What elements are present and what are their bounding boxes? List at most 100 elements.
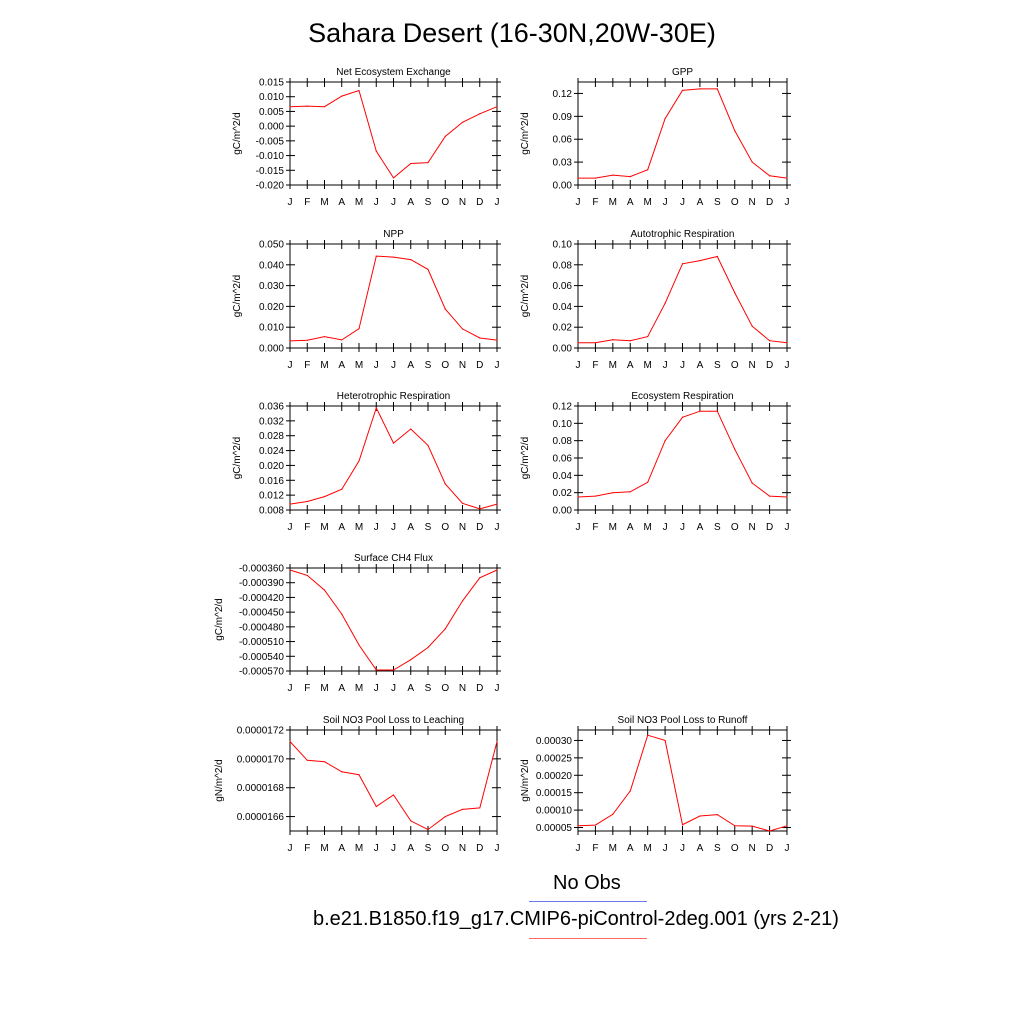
- y-tick-label: -0.000360: [239, 564, 284, 575]
- data-point: [427, 646, 429, 649]
- data-point: [734, 825, 736, 827]
- x-tick-label: M: [320, 197, 328, 208]
- data-point: [341, 95, 343, 97]
- data-point: [751, 825, 753, 827]
- x-tick-label: O: [441, 197, 449, 208]
- series-line: [289, 741, 498, 831]
- x-tick-label: A: [338, 360, 345, 371]
- x-tick-label: N: [459, 683, 466, 694]
- series-line: [289, 569, 498, 671]
- y-tick-label: -0.000420: [239, 593, 284, 604]
- y-tick-label: 0.02: [553, 323, 573, 334]
- data-point: [444, 815, 446, 818]
- data-point: [410, 162, 412, 165]
- y-tick-label: -0.000480: [239, 622, 284, 633]
- data-point: [392, 794, 395, 796]
- x-tick-label: A: [697, 360, 704, 371]
- x-tick-label: O: [731, 360, 739, 371]
- y-tick-label: 0.010: [259, 92, 284, 103]
- y-tick-label: 0.09: [553, 112, 573, 123]
- y-tick-label: -0.000540: [239, 652, 284, 663]
- x-tick-label: O: [731, 197, 739, 208]
- x-tick-label: J: [680, 360, 685, 371]
- x-tick-label: J: [391, 197, 396, 208]
- x-tick-label: A: [407, 683, 414, 694]
- y-tick-label: 0.040: [259, 260, 284, 271]
- data-point: [612, 492, 614, 494]
- x-tick-label: J: [680, 843, 685, 854]
- x-tick-label: F: [304, 522, 310, 533]
- data-point: [392, 256, 395, 258]
- data-point: [375, 255, 377, 257]
- x-tick-label: J: [288, 522, 293, 533]
- data-point: [768, 175, 771, 177]
- data-point: [341, 771, 343, 773]
- data-point: [444, 135, 446, 138]
- y-axis-label: gC/m^2/d: [520, 112, 531, 155]
- x-tick-label: J: [391, 522, 396, 533]
- chart-title: Autotrophic Respiration: [631, 229, 735, 240]
- x-tick-label: O: [441, 843, 449, 854]
- data-point: [716, 410, 718, 412]
- data-point: [375, 407, 377, 409]
- x-tick-label: J: [288, 360, 293, 371]
- x-tick-label: J: [663, 360, 668, 371]
- y-axis-label: gC/m^2/d: [214, 598, 225, 641]
- legend-label-no-obs: No Obs: [553, 872, 621, 894]
- y-tick-label: 0.0000168: [237, 783, 285, 794]
- data-point: [479, 577, 481, 579]
- data-point: [427, 162, 429, 164]
- y-tick-label: 0.00: [553, 344, 573, 355]
- y-tick-label: 0.028: [259, 431, 284, 442]
- x-tick-label: J: [374, 843, 379, 854]
- x-tick-label: S: [425, 843, 432, 854]
- y-tick-label: 0.04: [553, 302, 573, 313]
- data-point: [716, 255, 718, 258]
- x-tick-label: F: [592, 522, 598, 533]
- data-point: [734, 292, 736, 294]
- data-point: [629, 340, 631, 342]
- data-point: [629, 790, 631, 792]
- y-axis-label: gN/m^2/d: [520, 759, 531, 802]
- y-tick-label: 0.015: [259, 78, 284, 89]
- chart-title: Soil NO3 Pool Loss to Leaching: [323, 715, 464, 726]
- x-tick-label: N: [459, 522, 466, 533]
- x-tick-label: M: [643, 197, 651, 208]
- x-tick-label: D: [766, 360, 773, 371]
- data-point: [496, 740, 498, 743]
- legend-line-no-obs: [529, 901, 647, 902]
- x-tick-label: D: [476, 360, 483, 371]
- data-point: [664, 118, 666, 120]
- data-point: [594, 824, 597, 826]
- data-point: [716, 88, 718, 90]
- x-tick-label: N: [459, 197, 466, 208]
- data-point: [392, 442, 395, 444]
- y-axis-label: gC/m^2/d: [232, 275, 243, 318]
- data-point: [323, 496, 326, 498]
- data-point: [461, 328, 464, 330]
- series-line: [289, 255, 498, 342]
- x-tick-label: A: [407, 197, 414, 208]
- x-tick-label: A: [407, 843, 414, 854]
- data-point: [392, 177, 395, 179]
- y-tick-label: 0.06: [553, 454, 573, 465]
- x-tick-label: F: [592, 197, 598, 208]
- x-tick-label: J: [576, 360, 581, 371]
- data-point: [681, 89, 684, 91]
- data-point: [496, 106, 498, 108]
- data-point: [375, 805, 377, 808]
- x-tick-label: F: [304, 843, 310, 854]
- x-tick-label: J: [495, 360, 500, 371]
- y-tick-label: 0.020: [259, 302, 284, 313]
- series-line: [578, 255, 788, 344]
- x-tick-label: N: [459, 360, 466, 371]
- data-point: [461, 600, 464, 602]
- data-point: [699, 260, 701, 262]
- x-tick-label: A: [697, 522, 704, 533]
- x-tick-label: M: [320, 683, 328, 694]
- y-tick-label: -0.000570: [239, 667, 284, 678]
